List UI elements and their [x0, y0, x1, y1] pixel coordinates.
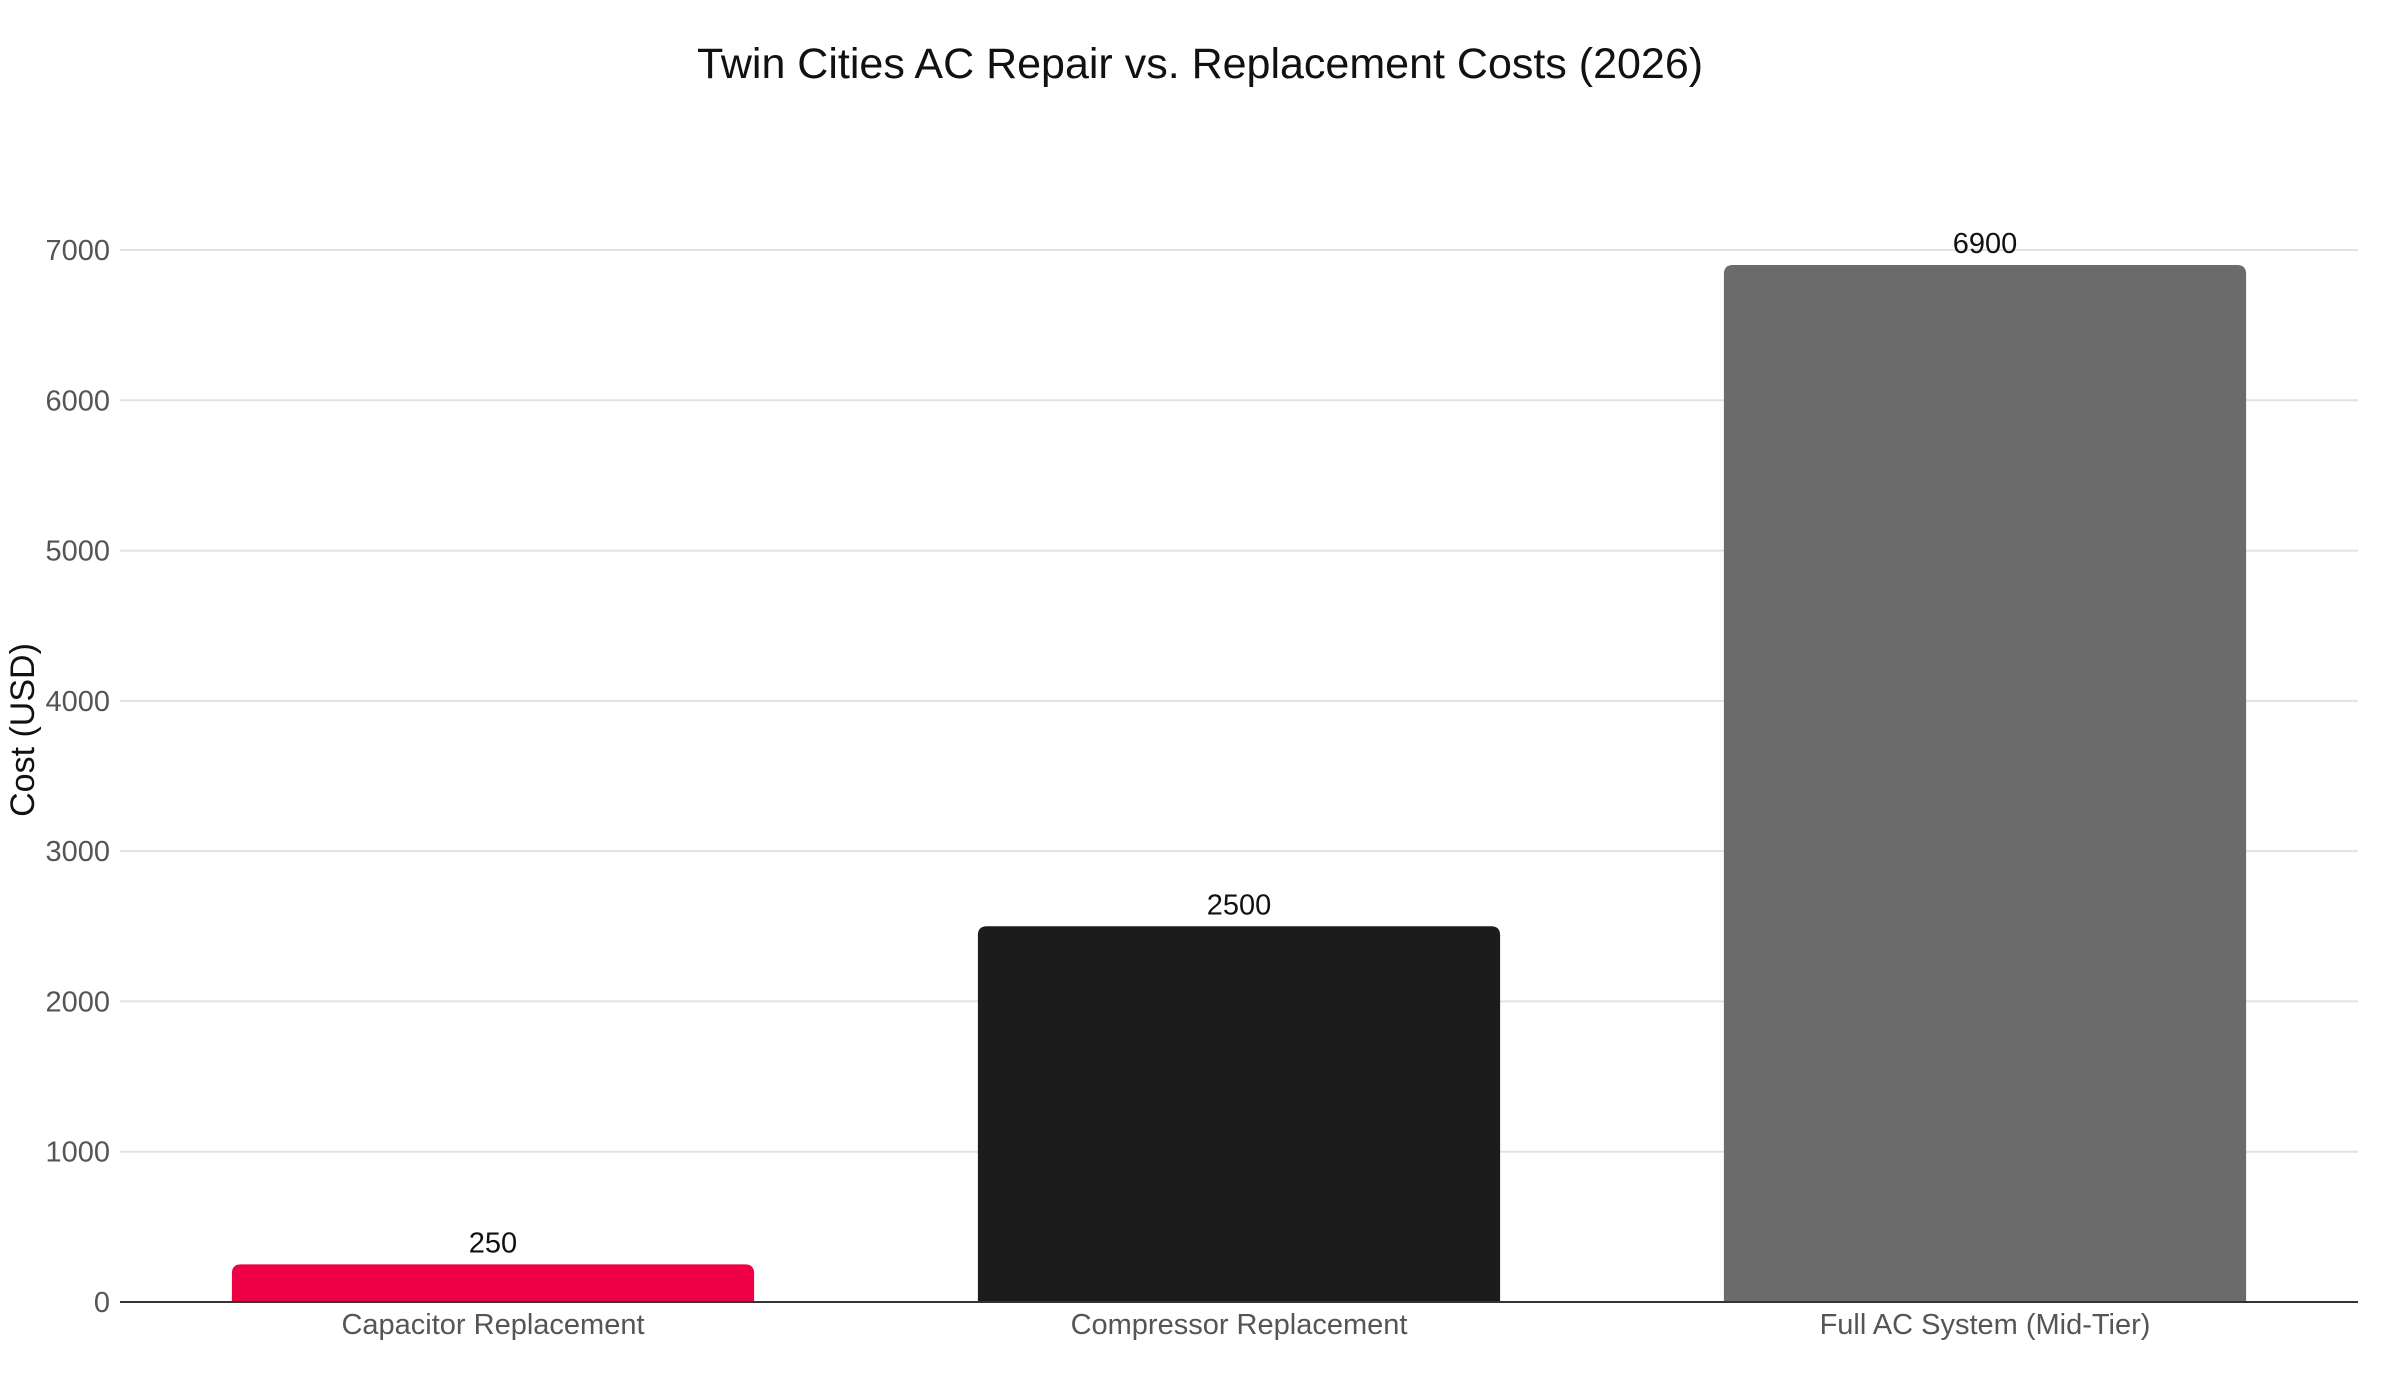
- y-tick-label: 4000: [45, 686, 110, 718]
- bar-value-label: 250: [469, 1227, 517, 1259]
- y-tick-label: 1000: [45, 1137, 110, 1169]
- bar-2: [1723, 265, 2247, 1302]
- y-tick-label: 0: [94, 1287, 110, 1319]
- x-tick-label: Compressor Replacement: [1071, 1309, 1408, 1341]
- bar-value-label: 2500: [1207, 889, 1272, 921]
- y-axis-ticks: 0 1000 2000 3000 4000 5000 6000 7000: [45, 235, 110, 1319]
- gridlines: [120, 249, 2358, 1153]
- x-axis-ticks: Capacitor Replacement Compressor Replacem…: [341, 1309, 2150, 1341]
- y-tick-label: 3000: [45, 836, 110, 868]
- y-axis-title: Cost (USD): [4, 643, 42, 817]
- x-tick-label: Capacitor Replacement: [341, 1309, 644, 1341]
- bar-value-label: 6900: [1953, 228, 2018, 260]
- y-tick-label: 6000: [45, 385, 110, 417]
- bar-0: [231, 1264, 755, 1302]
- x-tick-label: Full AC System (Mid-Tier): [1820, 1309, 2151, 1341]
- chart-title: Twin Cities AC Repair vs. Replacement Co…: [697, 40, 1703, 88]
- bar-1: [977, 926, 1501, 1302]
- data-labels: 250 2500 6900: [469, 228, 2017, 1259]
- y-tick-label: 5000: [45, 536, 110, 568]
- bars: [231, 265, 2247, 1302]
- y-tick-label: 7000: [45, 235, 110, 267]
- y-tick-label: 2000: [45, 986, 110, 1018]
